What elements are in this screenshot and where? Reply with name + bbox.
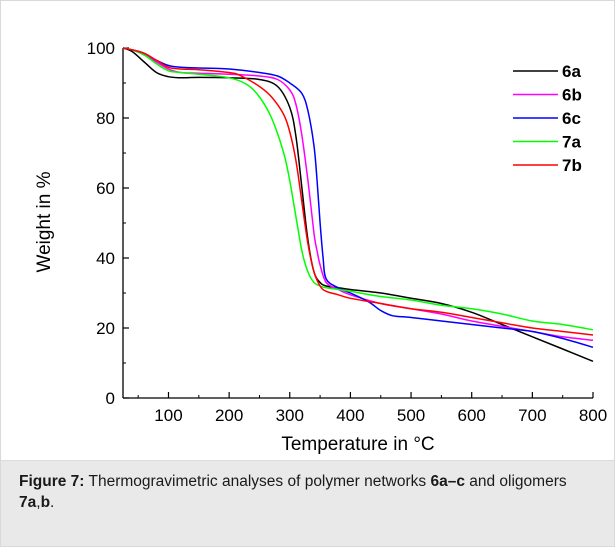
series-line-6c <box>122 47 594 349</box>
x-tick-label: 500 <box>397 406 425 425</box>
x-tick-label: 200 <box>215 406 243 425</box>
caption-bold-2: 7a <box>19 494 37 511</box>
y-tick-label: 100 <box>87 39 115 58</box>
x-tick-label: 400 <box>336 406 364 425</box>
y-tick-label: 60 <box>96 179 115 198</box>
caption-text-4: . <box>50 494 55 511</box>
caption-label: Figure 7: <box>19 473 85 490</box>
caption-text-2: and oligomers <box>464 473 567 490</box>
x-axis-label: Temperature in °C <box>281 434 434 455</box>
y-axis-label: Weight in % <box>34 171 55 272</box>
series-line-6b <box>122 47 594 342</box>
y-tick-label: 40 <box>96 249 115 268</box>
chart-axes: 100 200 300 400 500 600 700 800 0 20 40 60 80 100 <box>87 39 608 425</box>
x-tick-label: 600 <box>458 406 486 425</box>
series-line-7a <box>122 47 594 331</box>
caption-text-1: Thermogravimetric analyses of polymer ne… <box>84 473 431 490</box>
y-tick-label: 0 <box>106 389 115 408</box>
x-tick-label: 800 <box>579 406 607 425</box>
y-tick-label: 80 <box>96 109 115 128</box>
y-tick-label: 20 <box>96 319 115 338</box>
x-tick-label: 100 <box>154 406 182 425</box>
legend-label-7a: 7a <box>562 133 581 152</box>
legend-label-6b: 6b <box>562 86 582 105</box>
x-tick-label: 300 <box>276 406 304 425</box>
caption-bold-1: 6a–c <box>430 473 465 490</box>
series-line-7b <box>122 47 594 336</box>
x-tick-label: 700 <box>518 406 546 425</box>
chart-series <box>122 47 594 362</box>
figure-caption: Figure 7: Thermogravimetric analyses of … <box>19 471 597 513</box>
legend-label-6c: 6c <box>562 109 581 128</box>
caption-bold-3: b <box>40 494 51 511</box>
chart-legend: 6a 6b 6c 7a 7b <box>513 62 582 175</box>
caption-text-3: , <box>36 494 41 511</box>
caption-box: Figure 7: Thermogravimetric analyses of … <box>1 460 614 546</box>
legend-label-6a: 6a <box>562 62 581 81</box>
legend-label-7b: 7b <box>562 156 582 175</box>
